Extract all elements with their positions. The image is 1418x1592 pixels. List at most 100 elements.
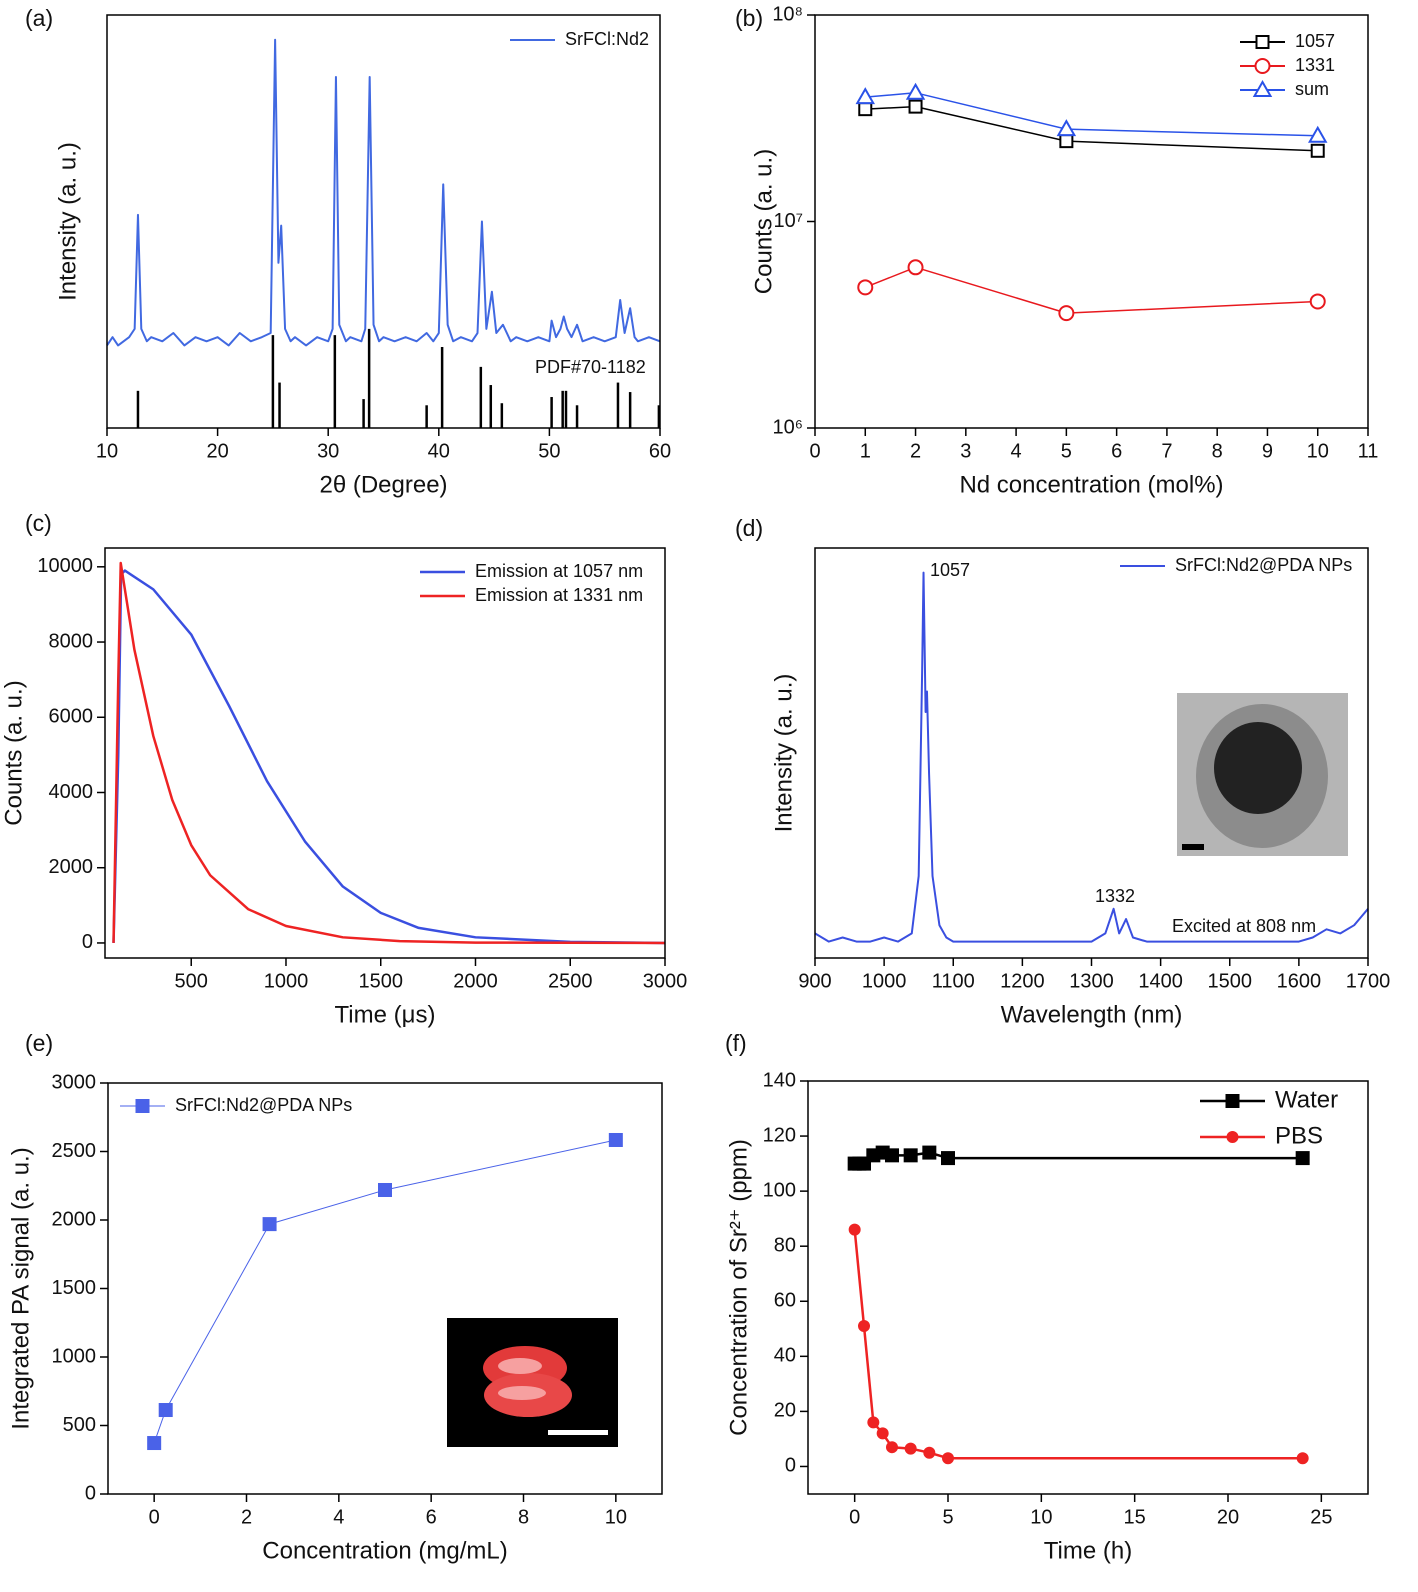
plot-frame [104, 547, 666, 959]
y-tick-label: 10⁸ [772, 3, 803, 25]
marker [1310, 143, 1325, 158]
panel-label: (a) [25, 5, 53, 31]
y-tick-label: 80 [774, 1234, 796, 1256]
legend-label: SrFCl:Nd2@PDA NPs [175, 1095, 352, 1115]
marker [886, 1441, 898, 1454]
x-tick-label: 1100 [932, 970, 975, 992]
legend-label: sum [1295, 79, 1329, 99]
y-tick-label: 120 [763, 1124, 796, 1146]
marker [1226, 1131, 1239, 1143]
y-tick-label: 6000 [49, 706, 94, 728]
x-axis-label: Nd concentration (mol%) [959, 471, 1223, 498]
tem-inset [1177, 693, 1348, 856]
x-tick-label: 10 [96, 440, 118, 462]
y-tick-label: 1000 [52, 1345, 97, 1367]
scale-bar [548, 1430, 608, 1435]
x-tick-label: 1000 [264, 970, 309, 992]
x-tick-label: 25 [1310, 1506, 1332, 1528]
y-axis-label: Concentration of Sr²⁺ (ppm) [725, 1139, 752, 1436]
x-tick-label: 40 [428, 440, 450, 462]
y-tick-label: 2000 [52, 1208, 97, 1230]
pa-highlight [498, 1386, 546, 1400]
panel-label: (d) [735, 515, 763, 541]
marker [1296, 1452, 1309, 1465]
annotation: 1057 [930, 560, 970, 580]
marker [1058, 305, 1075, 322]
y-tick-label: 100 [763, 1179, 796, 1201]
plot-frame [106, 14, 661, 429]
y-tick-label: 60 [774, 1290, 796, 1312]
marker [905, 82, 926, 100]
y-tick-label: 10⁶ [773, 416, 803, 438]
marker [858, 1320, 870, 1333]
series-line [854, 1151, 1303, 1165]
y-tick-label: 0 [82, 931, 93, 953]
x-tick-label: 8 [518, 1506, 529, 1528]
series-line [865, 105, 1318, 152]
series-line [865, 92, 1318, 137]
x-tick-label: 1400 [1138, 970, 1183, 992]
y-axis-label: Counts (a. u.) [750, 149, 777, 294]
x-tick-label: 60 [649, 440, 671, 462]
y-axis-label: Intensity (a. u.) [770, 674, 797, 833]
marker [885, 1148, 899, 1163]
x-tick-label: 1200 [1000, 970, 1045, 992]
marker [848, 1223, 861, 1236]
series-line [864, 266, 1318, 314]
marker [1309, 293, 1326, 310]
legend-label: SrFCl:Nd2@PDA NPs [1175, 555, 1352, 575]
plot-frame [814, 14, 1369, 429]
legend-label: 1331 [1295, 55, 1335, 75]
marker [908, 99, 923, 114]
x-tick-label: 6 [1111, 440, 1122, 462]
y-tick-label: 2500 [52, 1140, 97, 1162]
annotation: Excited at 808 nm [1172, 916, 1316, 936]
x-axis-label: Concentration (mg/mL) [262, 1537, 507, 1564]
y-tick-label: 0 [785, 1455, 796, 1477]
x-tick-label: 1500 [358, 970, 403, 992]
x-tick-label: 20 [1217, 1506, 1239, 1528]
x-tick-label: 10 [1030, 1506, 1052, 1528]
plot-frame [107, 1082, 663, 1495]
legend-label: Emission at 1057 nm [475, 561, 643, 581]
x-tick-label: 10 [1307, 440, 1329, 462]
y-tick-label: 1500 [52, 1277, 97, 1299]
panel-label: (c) [25, 510, 52, 536]
legend-label: 1057 [1295, 31, 1335, 51]
legend-label: PBS [1275, 1122, 1323, 1149]
marker [1059, 134, 1074, 149]
marker [262, 1217, 277, 1232]
x-tick-label: 0 [809, 440, 820, 462]
x-tick-label: 2500 [548, 970, 593, 992]
marker [608, 1132, 623, 1147]
marker [1254, 58, 1271, 74]
plot-frame [807, 1080, 1369, 1495]
x-tick-label: 3000 [643, 970, 688, 992]
x-tick-label: 1 [860, 440, 871, 462]
y-tick-label: 10000 [37, 555, 93, 577]
y-axis-label: Intensity (a. u.) [54, 142, 81, 301]
marker [1308, 125, 1328, 143]
marker [858, 102, 873, 117]
y-axis-label: Counts (a. u.) [0, 680, 27, 825]
marker [867, 1416, 880, 1429]
y-tick-label: 3000 [52, 1071, 97, 1093]
marker [904, 1442, 917, 1455]
x-tick-label: 11 [1358, 440, 1379, 462]
x-tick-label: 1600 [1277, 970, 1322, 992]
legend-label: Water [1275, 1086, 1338, 1113]
y-tick-label: 140 [763, 1069, 796, 1091]
x-tick-label: 1700 [1346, 970, 1391, 992]
marker [907, 259, 924, 276]
x-tick-label: 50 [538, 440, 560, 462]
marker [1295, 1151, 1310, 1166]
x-axis-label: 2θ (Degree) [319, 471, 447, 498]
y-tick-label: 40 [774, 1345, 796, 1367]
marker [942, 1452, 954, 1465]
y-tick-label: 500 [63, 1414, 96, 1436]
x-tick-label: 9 [1262, 440, 1273, 462]
x-tick-label: 0 [849, 1506, 860, 1528]
pa-inset [447, 1318, 618, 1447]
x-tick-label: 2 [910, 440, 921, 462]
